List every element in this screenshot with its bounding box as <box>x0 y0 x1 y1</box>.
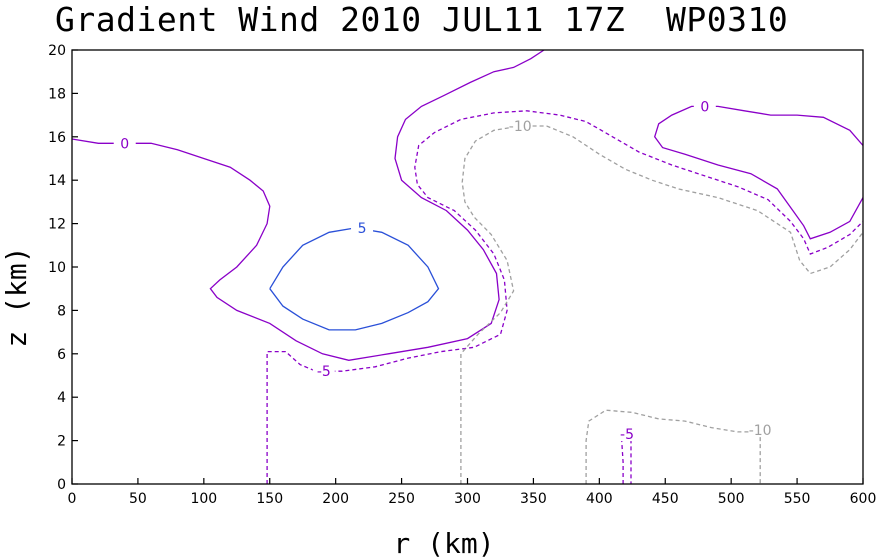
y-tick-label: 16 <box>48 130 66 146</box>
contour-label-bg <box>693 98 716 114</box>
x-tick-label: 150 <box>256 491 283 507</box>
x-tick-label: 500 <box>718 491 745 507</box>
x-tick-label: 0 <box>68 491 77 507</box>
x-tick-label: 300 <box>454 491 481 507</box>
contour-label: 0 <box>120 136 129 152</box>
y-axis: 0 2 4 6 8 10 12 14 16 18 20 <box>48 43 78 493</box>
x-axis-title: r (km) <box>393 527 494 559</box>
contour-label: 5 <box>358 221 367 237</box>
x-tick-label: 200 <box>322 491 349 507</box>
y-axis-title: z (km) <box>0 246 33 347</box>
chart-title: Gradient Wind 2010 JUL11 17Z WP0310 <box>55 0 789 39</box>
contour-label-bg <box>351 219 374 235</box>
y-tick-label: 18 <box>48 86 66 102</box>
plot-frame <box>71 49 864 485</box>
x-tick-label: 50 <box>129 491 147 507</box>
x-tick-label: 550 <box>784 491 811 507</box>
y-tick-label: 4 <box>57 390 66 406</box>
contour-label-bg <box>509 117 532 133</box>
contour-label: -10 <box>509 119 532 135</box>
y-tick-label: 12 <box>48 217 66 233</box>
contour-lines <box>71 49 864 484</box>
y-tick-label: 8 <box>57 303 66 319</box>
x-tick-label: 350 <box>520 491 547 507</box>
x-tick-label: 250 <box>388 491 415 507</box>
contour-minus5-mid <box>266 110 864 484</box>
y-tick-label: 14 <box>48 173 66 189</box>
contour-zero-upper <box>71 49 545 361</box>
contour-zero-right <box>653 105 864 240</box>
x-tick-label: 100 <box>190 491 217 507</box>
contour-label: 0 <box>700 99 709 115</box>
contour-label-bg <box>749 421 772 437</box>
contour-label: -5 <box>620 427 634 443</box>
contour-label-bg <box>312 363 335 379</box>
y-tick-label: 2 <box>57 434 66 450</box>
contour-minus10-mid <box>460 125 864 484</box>
x-tick-label: 400 <box>586 491 613 507</box>
x-axis: 0 50 100 150 200 250 300 350 400 450 500 550 600 <box>68 478 877 507</box>
contour-label-bg <box>113 135 136 151</box>
y-tick-label: 20 <box>48 43 66 59</box>
contour-minus10-bottom <box>585 409 761 484</box>
x-tick-label: 600 <box>850 491 877 507</box>
contour-plus5-core <box>269 227 440 331</box>
contour-label: -5 <box>317 364 331 380</box>
y-tick-label: 10 <box>48 260 66 276</box>
y-tick-label: 0 <box>57 477 66 493</box>
contour-labels: 0 0 -5 -10 -10 -5 5 <box>113 98 772 443</box>
contour-label: -10 <box>749 423 772 439</box>
y-tick-label: 6 <box>57 347 66 363</box>
x-tick-label: 450 <box>652 491 679 507</box>
contour-label-bg <box>616 426 639 442</box>
